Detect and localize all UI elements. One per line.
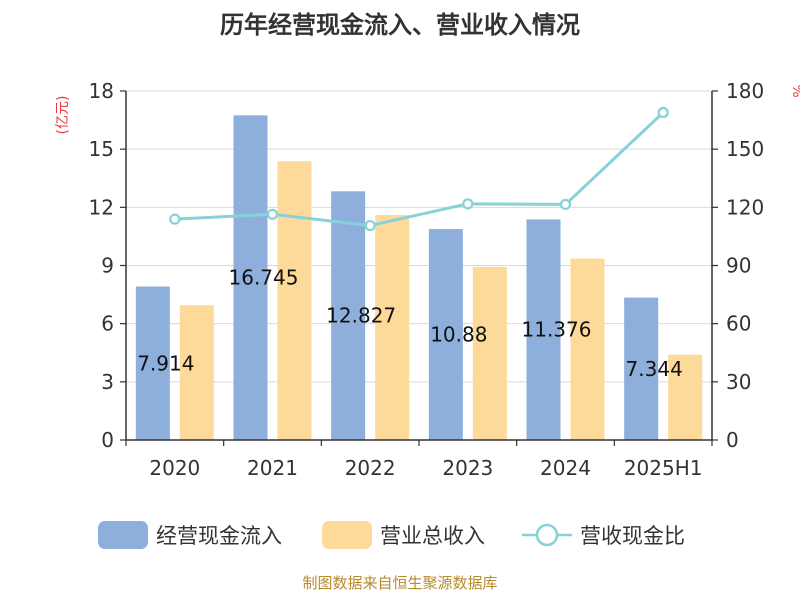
data-label-cash-inflow: 7.914 [137,351,194,375]
bar-cash-inflow [624,297,659,440]
left-axis-tick-label: 0 [101,428,114,452]
chart-title: 历年经营现金流入、营业收入情况 [220,11,580,39]
ratio-line [169,106,669,232]
left-axis-tick-label: 9 [101,254,114,278]
data-label-cash-inflow: 12.827 [326,304,396,328]
bar-revenue [472,266,507,440]
left-axis-tick-label: 18 [89,79,114,103]
right-axis-tick-label: 120 [726,195,764,219]
bar-cash-inflow [135,286,170,440]
x-axis-tick-label: 2025H1 [624,456,703,480]
ratio-point [559,198,572,211]
right-axis-unit-label: % [789,84,800,97]
data-label-cash-inflow: 7.344 [626,357,683,381]
left-axis-tick-label: 3 [101,370,114,394]
right-axis-tick-label: 150 [726,137,764,161]
gridlines [126,90,712,383]
right-axis-tick-label: 60 [726,312,751,336]
x-axis-tick-label: 2023 [442,456,493,480]
ratio-point [266,208,279,220]
data-labels: 7.914 16.745 12.827 10.88 11.376 7.344 [137,266,683,381]
left-axis-tick-label: 6 [101,312,114,336]
x-axis-tick-label: 2021 [247,456,298,480]
legend: 经营现金流入 营业总收入 营收现金比 [98,521,685,549]
bar-revenue [668,354,703,440]
x-axis-tick-label: 2024 [540,456,591,480]
right-axis-tick-label: 30 [726,370,751,394]
right-axis-tick-label: 0 [726,428,739,452]
bar-revenue [179,305,214,440]
legend-swatch-marker [535,523,559,547]
data-source-note: 制图数据来自恒生聚源数据库 [302,574,497,592]
data-label-cash-inflow: 11.376 [522,318,592,342]
ratio-line-path [174,111,665,228]
ratio-point [169,213,181,225]
legend-label: 营业总收入 [380,524,485,548]
ratio-point [364,219,376,232]
left-axis-tick-label: 15 [89,137,114,161]
bars [135,115,703,440]
bar-revenue [375,215,410,440]
bar-cash-inflow [526,219,561,440]
bar-cash-inflow [331,191,366,440]
x-axis-tick-label: 2020 [149,456,200,480]
right-axis-tick-label: 90 [726,254,751,278]
bar-cash-inflow [233,115,268,440]
ratio-point [462,198,474,210]
data-label-cash-inflow: 16.745 [229,266,299,290]
bar-revenue [277,161,312,440]
left-axis-tick-label: 12 [89,195,114,219]
right-axis-tick-label: 180 [726,79,764,103]
left-axis-unit-label: (亿元) [55,96,71,135]
legend-label: 营收现金比 [580,524,685,548]
legend-swatch [98,521,148,549]
bar-revenue [570,258,605,440]
data-label-cash-inflow: 10.88 [430,323,487,347]
legend-swatch [322,521,372,549]
bar-cash-inflow [428,229,463,440]
x-axis-tick-label: 2022 [345,456,396,480]
legend-label: 经营现金流入 [156,524,282,548]
ratio-point [657,106,669,119]
